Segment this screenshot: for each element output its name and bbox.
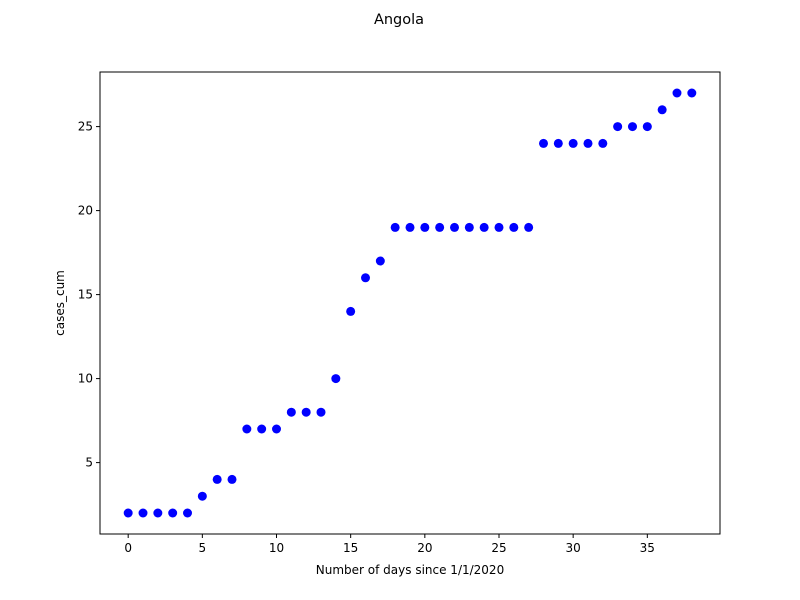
data-point	[687, 88, 697, 98]
data-point	[420, 222, 430, 232]
data-point	[361, 273, 371, 283]
data-point	[346, 306, 356, 316]
data-point	[316, 407, 326, 417]
data-point	[375, 256, 385, 266]
data-point	[405, 222, 415, 232]
data-point	[138, 508, 148, 518]
y-tick-label: 10	[78, 372, 93, 386]
data-point	[613, 122, 623, 132]
data-point	[568, 138, 578, 148]
data-point	[183, 508, 193, 518]
data-point	[227, 474, 237, 484]
data-point	[242, 424, 252, 434]
data-point	[494, 222, 504, 232]
plot-area	[100, 72, 720, 534]
data-point	[272, 424, 282, 434]
x-tick-label: 30	[566, 541, 581, 555]
x-axis-ticks: 0 5 10 15 20 25 30 35	[124, 534, 655, 555]
y-tick-label: 15	[78, 288, 93, 302]
data-point	[286, 407, 296, 417]
y-tick-label: 20	[78, 204, 93, 218]
data-point	[257, 424, 267, 434]
data-point	[553, 138, 563, 148]
data-point	[390, 222, 400, 232]
data-point	[153, 508, 163, 518]
x-tick-label: 5	[199, 541, 207, 555]
x-tick-label: 0	[124, 541, 132, 555]
data-points	[123, 88, 697, 518]
y-tick-label: 25	[78, 120, 93, 134]
chart-title: Angola	[374, 12, 424, 28]
plot-frame	[99, 71, 721, 535]
x-tick-label: 10	[269, 541, 284, 555]
data-point	[449, 222, 459, 232]
data-point	[479, 222, 489, 232]
data-point	[627, 122, 637, 132]
data-point	[197, 491, 207, 501]
x-tick-label: 15	[343, 541, 358, 555]
data-point	[331, 374, 341, 384]
x-tick-label: 25	[491, 541, 506, 555]
data-point	[212, 474, 222, 484]
data-point	[524, 222, 534, 232]
data-point	[435, 222, 445, 232]
data-point	[464, 222, 474, 232]
x-tick-label: 20	[417, 541, 432, 555]
data-point	[672, 88, 682, 98]
data-point	[657, 105, 667, 115]
data-point	[598, 138, 608, 148]
x-axis-label: Number of days since 1/1/2020	[316, 563, 504, 577]
data-point	[123, 508, 133, 518]
x-tick-label: 35	[640, 541, 655, 555]
y-axis-ticks: 5 10 15 20 25	[78, 120, 100, 470]
y-axis-label: cases_cum	[53, 270, 67, 336]
data-point	[168, 508, 178, 518]
data-point	[538, 138, 548, 148]
data-point	[301, 407, 311, 417]
y-tick-label: 5	[85, 456, 93, 470]
data-point	[642, 122, 652, 132]
data-point	[583, 138, 593, 148]
data-point	[509, 222, 519, 232]
